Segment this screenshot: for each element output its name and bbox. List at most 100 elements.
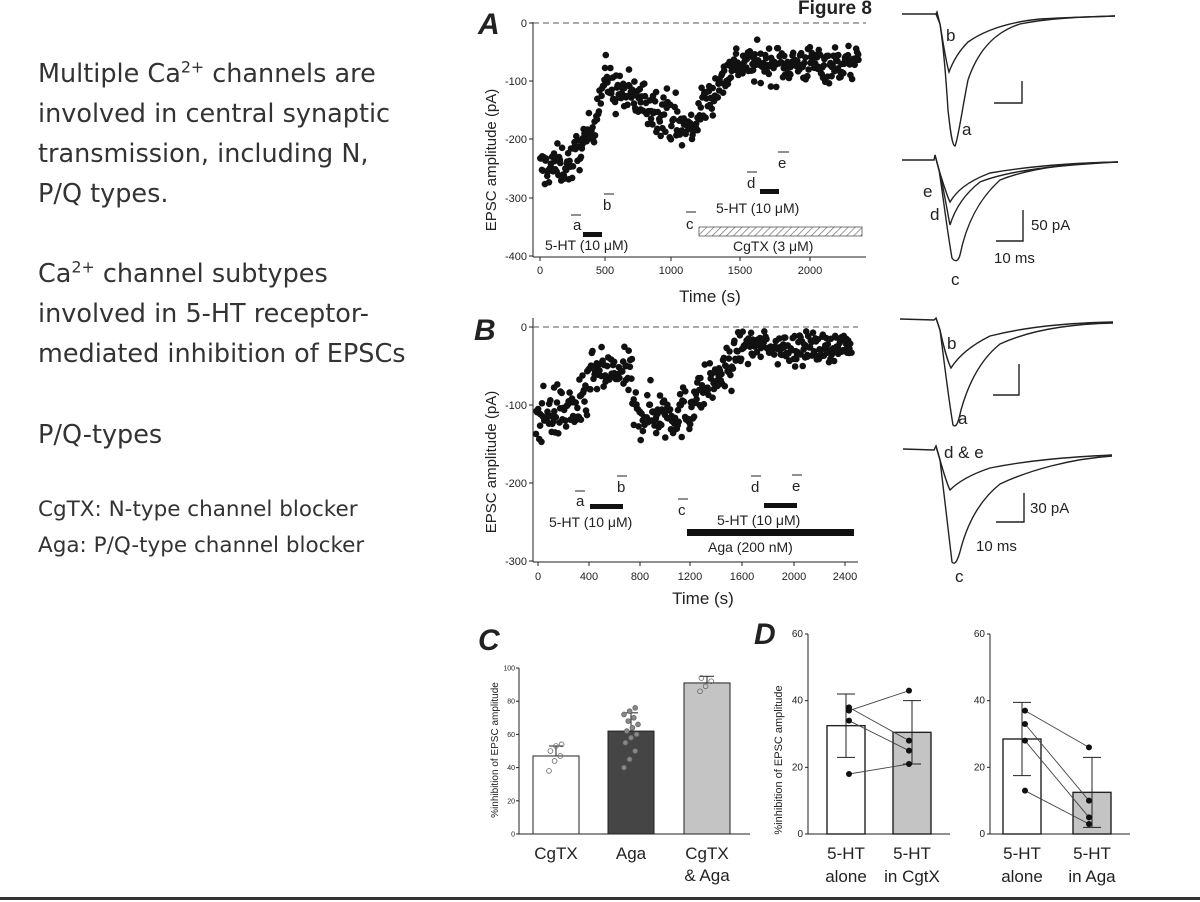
trace-a1-a xyxy=(902,9,1116,147)
scatter-point xyxy=(801,59,808,67)
panel-b-scatter xyxy=(532,328,855,446)
scatter-point xyxy=(651,98,659,105)
scatter-point xyxy=(569,163,577,170)
scatter-point xyxy=(720,67,728,74)
scatter-point xyxy=(657,132,664,140)
panel-a-xtick: 0 xyxy=(537,265,543,277)
panel-c-point xyxy=(623,728,630,734)
scatter-point xyxy=(835,51,842,59)
scatter-point xyxy=(802,54,809,61)
scatter-point xyxy=(626,363,634,371)
scatter-point xyxy=(587,362,595,370)
panel-d-point xyxy=(846,717,852,724)
panel-d-point xyxy=(846,704,852,711)
scatter-point xyxy=(718,370,725,378)
panel-d-point xyxy=(906,737,912,744)
panel-c-letter: C xyxy=(478,624,501,657)
bottom-rule xyxy=(0,897,1200,900)
scatter-point xyxy=(686,420,694,428)
scatter-point xyxy=(553,399,561,406)
panel-b-xtick: 800 xyxy=(631,571,649,583)
scatter-point xyxy=(660,111,668,118)
scatter-point xyxy=(762,54,770,62)
panel-d-point xyxy=(1086,797,1092,804)
scatter-point xyxy=(637,436,644,444)
panel-b-bar3-label: Aga (200 nM) xyxy=(708,539,793,555)
scatter-point xyxy=(763,335,770,343)
panel-d-right-chart: 0 20 40 60 5-HT alone 5-HT in Aga xyxy=(974,629,1130,886)
panel-c-point xyxy=(626,756,633,763)
scatter-point xyxy=(670,115,677,123)
scatter-point xyxy=(687,119,694,127)
scatter-point xyxy=(534,405,542,413)
scatter-point xyxy=(727,74,735,81)
scatter-point xyxy=(690,413,698,421)
scatter-point xyxy=(682,130,689,138)
scatter-point xyxy=(816,51,824,59)
trace-a1-label-b: b xyxy=(946,26,955,45)
scatter-point xyxy=(625,66,633,73)
panel-d-ytick: 20 xyxy=(974,762,986,773)
trace-a2-label-d: d xyxy=(930,205,939,224)
panel-a-5ht-bar-2 xyxy=(760,189,779,194)
scatter-point xyxy=(652,429,660,437)
scatter-point xyxy=(602,51,610,59)
traces-a xyxy=(902,9,1119,262)
scatter-point xyxy=(621,343,628,351)
scatter-point xyxy=(585,109,593,117)
scatter-point xyxy=(704,386,712,394)
scatter-point xyxy=(697,104,705,111)
panel-b-xtick: 2400 xyxy=(833,571,857,583)
scatter-point xyxy=(577,153,585,161)
trace-a-scale-time: 10 ms xyxy=(994,250,1035,267)
panel-b-xtick: 1600 xyxy=(730,571,754,583)
panel-a-ytick: -300 xyxy=(505,193,527,205)
scatter-point xyxy=(625,386,632,394)
panel-c-point xyxy=(629,724,636,731)
scatter-point xyxy=(616,374,623,382)
scatter-point xyxy=(731,337,738,345)
panel-c-point xyxy=(698,675,705,681)
panel-b-bar1-label: 5-HT (10 μM) xyxy=(549,514,632,530)
note-cgtx: CgTX: N-type channel blocker xyxy=(38,497,358,522)
scatter-point xyxy=(739,70,746,77)
scatter-point xyxy=(770,351,778,358)
panel-c-point xyxy=(551,758,558,764)
panel-a: A EPSC amplitude (pA) 0 -100 -200 -300 -… xyxy=(477,8,866,306)
panel-a-xtick: 1000 xyxy=(659,265,683,277)
scatter-point xyxy=(728,387,735,395)
panel-c-point xyxy=(621,764,627,771)
scatter-point xyxy=(697,374,704,382)
panel-c-ytick: 20 xyxy=(507,798,515,805)
panel-c-point xyxy=(633,731,640,738)
scatter-point xyxy=(593,116,601,123)
scatter-point xyxy=(709,394,716,402)
scatter-point xyxy=(539,167,547,174)
trace-a1-b xyxy=(935,13,1116,75)
panel-b-xtick: 2000 xyxy=(782,571,806,583)
scatter-point xyxy=(749,66,757,74)
panel-d: D 0 20 40 60 %inhibition of EPSC amplitude 5-… xyxy=(754,618,1130,886)
scatter-point xyxy=(855,56,862,64)
scatter-point xyxy=(631,78,638,85)
scatter-point xyxy=(607,64,614,72)
panel-c-point xyxy=(628,734,634,741)
scatter-point xyxy=(744,360,752,368)
scatter-point xyxy=(583,411,591,419)
panel-c-bar xyxy=(683,682,731,835)
panel-c-point xyxy=(622,739,629,746)
scatter-point xyxy=(641,80,648,87)
panel-c-ytick: 60 xyxy=(507,732,515,739)
trace-a2-label-e: e xyxy=(923,182,932,201)
panel-a-bar2-label: 5-HT (10 μM) xyxy=(716,200,799,216)
scatter-point xyxy=(750,78,758,85)
panel-d-point xyxy=(1086,744,1092,751)
scatter-point xyxy=(797,49,805,57)
scatter-point xyxy=(538,438,545,446)
trace-a2-d xyxy=(934,154,1119,226)
scatter-point xyxy=(781,334,789,341)
panel-b-ytick: -200 xyxy=(505,478,527,490)
scatter-point xyxy=(844,51,852,59)
traces-b xyxy=(899,316,1114,564)
scatter-point xyxy=(532,430,540,438)
